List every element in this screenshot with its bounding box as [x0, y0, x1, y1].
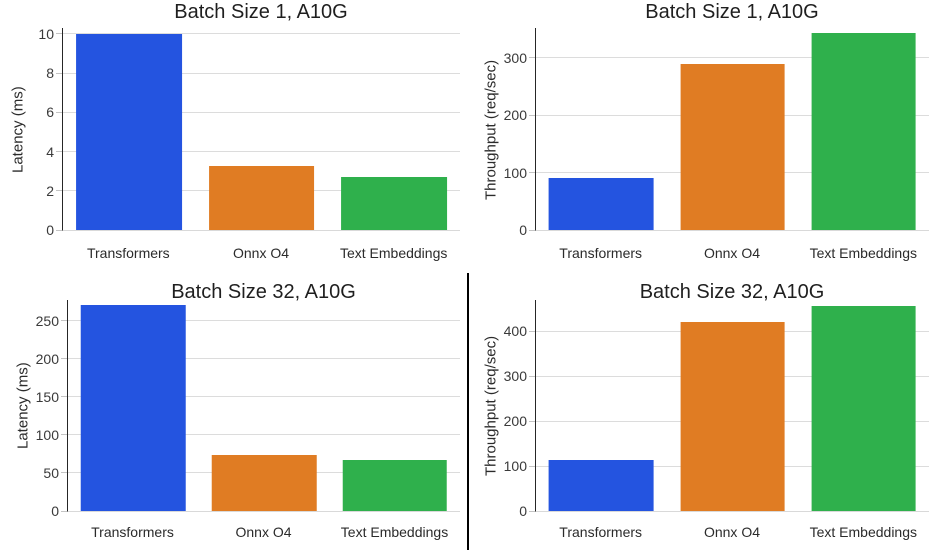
bar-text-embeddings	[811, 305, 916, 511]
y-tick-mark	[56, 229, 62, 231]
y-tick-label: 0	[46, 222, 54, 238]
y-tick-label: 100	[503, 164, 527, 181]
grid-line	[68, 320, 460, 322]
x-category-label: Text Embeddings	[339, 245, 448, 261]
bar-transformers	[549, 177, 654, 230]
chart-batch-size-32-throughput: Batch Size 32, A10G Throughput (req/sec)…	[467, 275, 935, 550]
y-tick-mark	[56, 72, 62, 74]
chart-batch-size-1-throughput: Batch Size 1, A10G Throughput (req/sec) …	[467, 0, 935, 275]
y-tick-label: 250	[35, 312, 59, 329]
y-tick-label: 8	[46, 65, 54, 82]
y-tick-mark	[61, 320, 67, 322]
y-tick-label: 2	[46, 182, 54, 199]
y-tick-label: 100	[503, 458, 527, 475]
y-tick-mark	[56, 190, 62, 192]
y-tick-label: 300	[503, 368, 527, 385]
chart-batch-size-32-latency: Batch Size 32, A10G Latency (ms) 0 50 100 1…	[0, 275, 467, 550]
x-category-label: Onnx O4	[703, 524, 760, 540]
x-category-label: Transformers	[86, 245, 170, 261]
grid-line	[63, 72, 460, 74]
y-tick-mark	[61, 396, 67, 398]
y-tick-mark	[56, 151, 62, 153]
bar-text-embeddings	[342, 459, 447, 511]
chart-batch-size-1-latency: Batch Size 1, A10G Latency (ms) 0 2 4 6 8 10 …	[0, 0, 467, 275]
y-tick-mark	[61, 434, 67, 436]
bar-onnx-o4	[680, 64, 785, 230]
y-axis-label: Latency (ms)	[14, 362, 32, 450]
y-tick-mark	[529, 229, 535, 231]
chart-title: Batch Size 1, A10G	[645, 1, 819, 23]
y-tick-mark	[529, 57, 535, 59]
y-tick-mark	[56, 111, 62, 113]
y-tick-label: 200	[35, 350, 59, 367]
y-tick-mark	[529, 465, 535, 467]
grid-line	[68, 396, 460, 398]
grid-line	[63, 151, 460, 153]
y-axis-label: Latency (ms)	[9, 86, 27, 173]
bar-transformers	[76, 33, 183, 230]
bar-transformers	[81, 305, 186, 511]
x-category-labels: Transformers Onnx O4 Text Embeddings	[67, 524, 460, 540]
plot-area: 0 100 200 300 400	[504, 300, 929, 518]
y-tick-mark	[529, 510, 535, 512]
grid-line	[68, 434, 460, 436]
x-category-label: Text Embeddings	[809, 245, 918, 261]
y-tick-label: 10	[38, 25, 54, 42]
chart-title: Batch Size 1, A10G	[174, 1, 348, 23]
y-tick-mark	[529, 420, 535, 422]
bar-text-embeddings	[811, 33, 916, 230]
y-tick-mark	[61, 358, 67, 360]
bar-onnx-o4	[208, 166, 315, 230]
y-tick-mark	[529, 114, 535, 116]
chart-title: Batch Size 32, A10G	[639, 281, 825, 303]
y-tick-label: 50	[43, 464, 59, 481]
x-category-label: Onnx O4	[703, 245, 760, 261]
y-tick-label: 150	[35, 388, 59, 405]
y-tick-label: 200	[503, 107, 527, 124]
y-tick-label: 0	[519, 222, 527, 238]
bar-transformers	[549, 459, 654, 511]
y-tick-label: 200	[503, 413, 527, 430]
grid-line	[63, 111, 460, 113]
y-tick-mark	[61, 510, 67, 512]
y-tick-mark	[529, 375, 535, 377]
y-tick-label: 4	[46, 143, 54, 160]
chart-title: Batch Size 32, A10G	[171, 281, 356, 303]
y-tick-label: 6	[46, 104, 54, 121]
x-category-label: Transformers	[91, 524, 174, 540]
x-category-labels: Transformers Onnx O4 Text Embeddings	[535, 245, 929, 261]
y-tick-label: 0	[51, 503, 59, 519]
y-tick-label: 400	[503, 323, 527, 340]
y-axis-label: Throughput (req/sec)	[482, 59, 500, 200]
y-tick-mark	[529, 330, 535, 332]
x-category-label: Onnx O4	[232, 245, 290, 261]
grid-line	[68, 358, 460, 360]
plot-area: 0 2 4 6 8 10	[38, 27, 460, 237]
y-tick-label: 0	[519, 503, 527, 519]
bar-onnx-o4	[211, 454, 317, 511]
x-category-label: Transformers	[559, 524, 643, 540]
x-category-label: Transformers	[559, 245, 643, 261]
x-category-label: Text Embeddings	[340, 524, 449, 540]
x-category-labels: Transformers Onnx O4 Text Embeddings	[535, 524, 929, 540]
y-tick-mark	[56, 33, 62, 35]
grid-line	[536, 57, 929, 59]
y-tick-mark	[61, 472, 67, 474]
y-axis-label: Throughput (req/sec)	[482, 335, 500, 477]
y-tick-label: 100	[35, 426, 59, 443]
bar-text-embeddings	[340, 177, 447, 230]
y-tick-mark	[529, 172, 535, 174]
plot-area: 0 50 100 150 200 250	[36, 300, 460, 518]
x-category-label: Text Embeddings	[809, 524, 918, 540]
x-category-labels: Transformers Onnx O4 Text Embeddings	[62, 245, 460, 261]
plot-area: 0 100 200 300	[504, 28, 929, 237]
bar-onnx-o4	[680, 322, 785, 511]
y-tick-label: 300	[503, 49, 527, 66]
grid-line	[63, 33, 460, 35]
chart-separator-line	[467, 273, 469, 550]
x-category-label: Onnx O4	[235, 524, 292, 540]
